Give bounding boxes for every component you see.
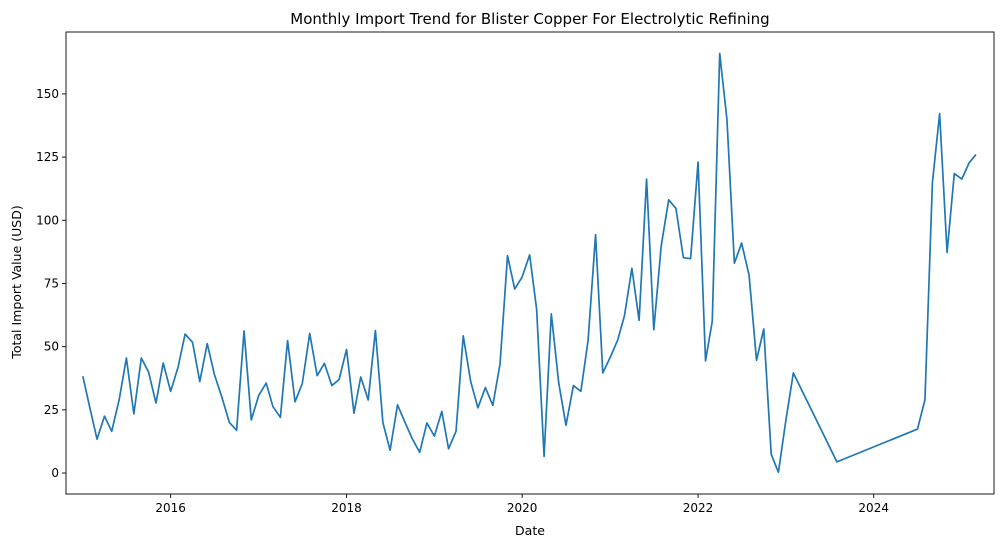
x-tick-label: 2022	[683, 501, 714, 515]
y-tick-label: 25	[44, 403, 59, 417]
x-tick-label: 2024	[858, 501, 889, 515]
y-axis: 0 25 50 75 100 125 150	[36, 87, 66, 480]
y-tick-label: 100	[36, 213, 59, 227]
x-tick-label: 2018	[331, 501, 362, 515]
series-line	[82, 52, 977, 474]
plot-frame	[65, 31, 995, 495]
chart-title: Monthly Import Trend for Blister Copper …	[290, 10, 769, 28]
plot-area	[65, 31, 995, 495]
y-tick-label: 75	[44, 276, 59, 290]
y-tick-label: 0	[51, 466, 59, 480]
y-tick-label: 125	[36, 150, 59, 164]
x-axis-label: Date	[515, 523, 545, 538]
y-tick-label: 50	[44, 340, 59, 354]
x-axis: 2016 2018 2020 2022 2024	[155, 494, 889, 515]
y-tick-label: 150	[36, 87, 59, 101]
x-tick-label: 2016	[155, 501, 186, 515]
x-tick-label: 2020	[507, 501, 538, 515]
y-axis-label: Total Import Value (USD)	[9, 205, 24, 359]
